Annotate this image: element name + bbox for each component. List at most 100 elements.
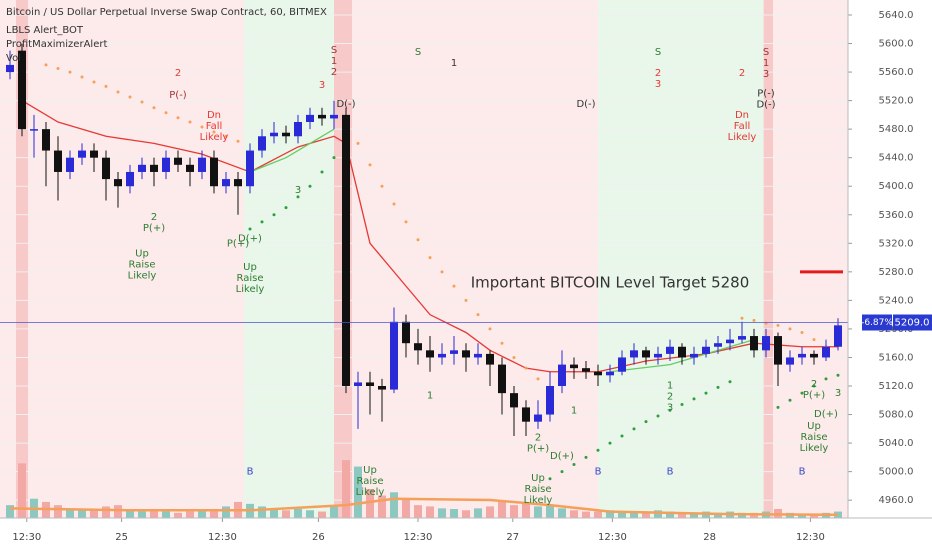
candle-body [750, 336, 758, 351]
stop-dot [500, 341, 504, 345]
stop-dot [440, 270, 444, 274]
stop-dot [284, 206, 288, 210]
volume-bar [438, 508, 446, 518]
signal-label: Fall [206, 121, 223, 132]
stop-dot [668, 408, 672, 412]
volume-bar [654, 510, 662, 518]
stop-dot [788, 398, 792, 402]
volume-bar [558, 508, 566, 518]
candle-body [246, 150, 254, 187]
stop-dot [44, 63, 48, 67]
candle-body [822, 346, 830, 358]
candle-body [234, 179, 242, 187]
volume-bar [294, 509, 302, 518]
legend-entry: ProfitMaximizerAlert [6, 39, 107, 50]
volume-bar [450, 509, 458, 518]
volume-bar [414, 505, 422, 518]
stop-dot [80, 75, 84, 79]
volume-bar [342, 460, 350, 518]
candle-body [210, 157, 218, 187]
candle-body [222, 179, 230, 187]
stop-dot [416, 238, 420, 242]
stop-dot [452, 284, 456, 288]
volume-bar [114, 505, 122, 518]
volume-bar [102, 506, 110, 518]
candle-body [390, 321, 398, 390]
volume-bar [210, 509, 218, 518]
volume-bar [498, 501, 506, 518]
signal-label: Likely [800, 443, 829, 454]
signal-label: B [667, 467, 674, 478]
y-tick-label: 5120.0 [879, 381, 914, 392]
y-tick-label: 5360.0 [879, 210, 914, 221]
candle-body [162, 157, 170, 172]
volume-bar [186, 511, 194, 518]
volume-bar [198, 510, 206, 518]
volume-bar [594, 511, 602, 518]
volume-bar [330, 506, 338, 518]
x-tick-label: 28 [703, 532, 716, 543]
signal-label: B [799, 467, 806, 478]
candle-body [138, 164, 146, 172]
stop-dot [584, 455, 588, 459]
stop-dot [536, 377, 540, 381]
stop-dot [812, 384, 816, 388]
stop-dot [812, 338, 816, 342]
signal-label: B [247, 467, 254, 478]
stop-dot [296, 195, 300, 199]
volume-bar [390, 492, 398, 518]
stop-dot [128, 95, 132, 99]
signal-label: 2 [655, 68, 661, 79]
volume-bar [54, 505, 62, 518]
stop-dot [596, 448, 600, 452]
volume-bar [690, 512, 698, 518]
chart-title: Bitcoin / US Dollar Perpetual Inverse Sw… [6, 7, 327, 18]
volume-bar [354, 466, 362, 518]
stop-dot [392, 202, 396, 206]
y-tick-label: 5040.0 [879, 438, 914, 449]
signal-label: Likely [236, 284, 265, 295]
signal-label: Raise [357, 476, 384, 487]
signal-label: Raise [801, 432, 828, 443]
stop-dot [356, 141, 360, 145]
signal-label: P(+) [227, 238, 249, 249]
x-tick-label: 12:30 [12, 532, 41, 543]
signal-region [352, 0, 598, 518]
volume-bar [642, 511, 650, 518]
signal-label: Likely [356, 487, 385, 498]
stop-dot [572, 462, 576, 466]
candle-body [474, 353, 482, 358]
signal-label: P(-) [757, 88, 775, 99]
candle-body [666, 346, 674, 354]
stop-dot [332, 156, 336, 160]
signal-label: Up [243, 262, 257, 273]
signal-region [244, 0, 334, 518]
candle-body [126, 171, 134, 187]
candle-body [570, 364, 578, 369]
volume-bar [666, 511, 674, 518]
candle-body [330, 114, 338, 119]
signal-label: Fall [734, 121, 751, 132]
stop-dot [380, 184, 384, 188]
signal-label: 1 [763, 58, 769, 69]
candle-body [102, 157, 110, 180]
candle-body [510, 393, 518, 408]
signal-label: D(-) [336, 99, 355, 110]
stop-dot [368, 163, 372, 167]
signal-label: Likely [728, 132, 757, 143]
volume-bar [462, 510, 470, 518]
stop-dot [776, 405, 780, 409]
signal-label: S [763, 47, 769, 58]
candle-body [342, 114, 350, 387]
volume-bar [798, 514, 806, 518]
signal-label: S [415, 47, 421, 58]
candle-body [762, 336, 770, 351]
candle-body [18, 50, 26, 130]
y-tick-label: 5160.0 [879, 352, 914, 363]
stop-dot [680, 403, 684, 407]
candle-body [378, 386, 386, 390]
signal-label: 2 [151, 212, 157, 223]
stop-dot [248, 227, 252, 231]
stop-dot [236, 139, 240, 143]
stop-dot [824, 377, 828, 381]
